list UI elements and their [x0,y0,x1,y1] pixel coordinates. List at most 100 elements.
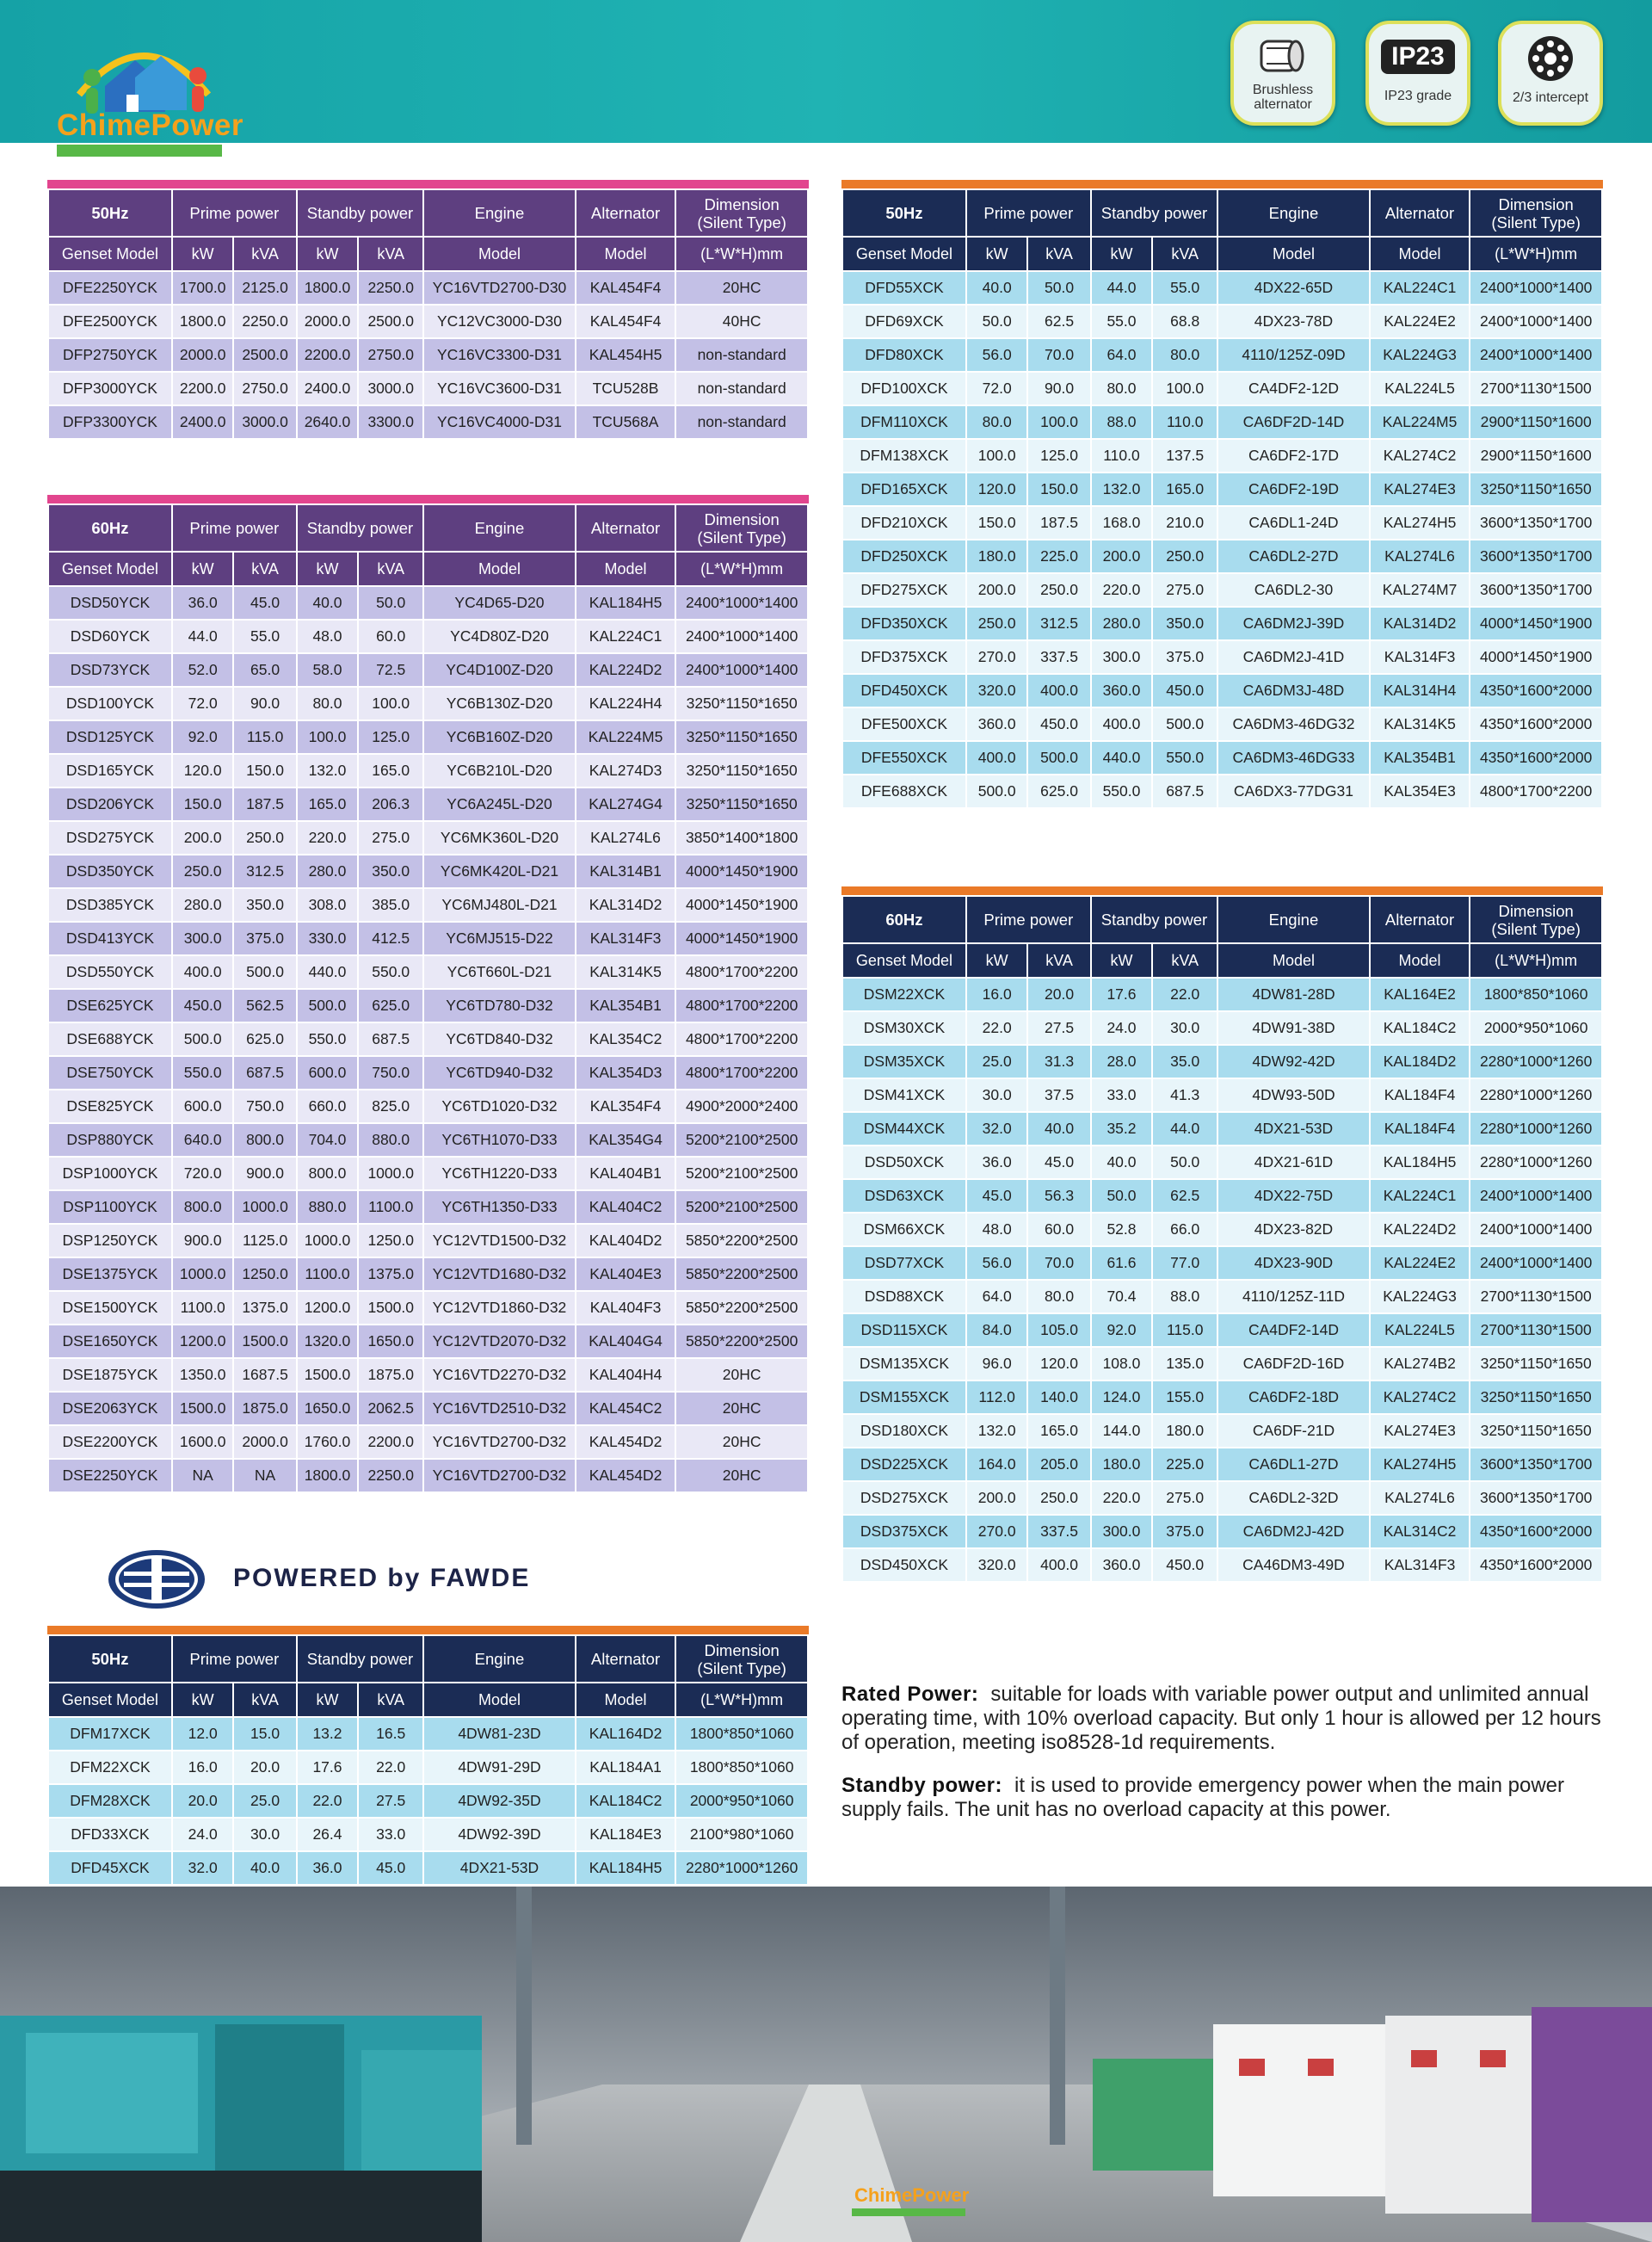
subheader: kW [295,236,360,272]
cell: 64.0 [1089,337,1154,373]
cell: KAL314F3 [574,921,677,956]
cell: YC16VTD2700-D30 [422,270,576,306]
cell: 1200.0 [295,1290,360,1325]
cell: 4110/125Z-09D [1217,337,1371,373]
subheader: kVA [357,1682,425,1718]
data-row: DFD69XCK 50.0 62.5 55.0 68.8 4DX23-78D KAL224E… [841,304,1603,339]
subheader: kVA [357,551,425,587]
cell: 280.0 [1089,606,1154,641]
cell: 16.0 [965,977,1029,1012]
cell: 2280*1000*1260 [1469,1145,1603,1180]
table: 50Hz Prime power Standby power Engine Altern… [841,188,1603,809]
cell: 4DX21-53D [1217,1111,1371,1146]
cell: 308.0 [295,887,360,923]
cell: KAL354B1 [1368,740,1471,775]
cell: 72.0 [965,371,1029,406]
cell: DFD100XCK [841,371,967,406]
cell: 375.0 [1151,1514,1219,1549]
data-row: DSD100YCK 72.0 90.0 80.0 100.0 YC6B130Z-D20 KA… [47,686,809,721]
cell: 1800*850*1060 [675,1750,809,1785]
subheader-row: Genset Model kW kVA kW kVA Model Model (L*W*H)m… [47,1682,809,1718]
cell: DSD550YCK [47,954,173,990]
cell: 3250*1150*1650 [1469,472,1603,507]
cell: YC6TH1350-D33 [422,1189,576,1225]
cell: DSD275XCK [841,1480,967,1516]
cell: 13.2 [295,1716,360,1751]
header-row: 60Hz Prime power Standby power Engine Altern… [841,895,1603,944]
dimension-header: Dimension (Silent Type) [1469,188,1603,238]
cell: 4800*1700*2200 [1469,774,1603,809]
cell: KAL184C2 [1368,1010,1471,1046]
data-row: DSD350YCK 250.0 312.5 280.0 350.0 YC6MK420L-D… [47,854,809,889]
cell: KAL314K5 [574,954,677,990]
cell: 58.0 [295,652,360,688]
cell: 400.0 [1026,1547,1092,1583]
subheader: kW [295,1682,360,1718]
cell: 900.0 [232,1156,298,1191]
cell: 5200*2100*2500 [675,1156,809,1191]
subheader: Genset Model [47,1682,173,1718]
dimension-line: Dimension [704,195,780,213]
cell: 2700*1130*1500 [1469,371,1603,406]
cell: 2640.0 [295,405,360,440]
data-row: DFD55XCK 40.0 50.0 44.0 55.0 4DX22-65D KAL224C… [841,270,1603,306]
cell: 3600*1350*1700 [1469,1480,1603,1516]
cell: DSD63XCK [841,1178,967,1214]
cell: 45.0 [1026,1145,1092,1180]
cell: 4DW91-38D [1217,1010,1371,1046]
subheader: Genset Model [841,236,967,272]
data-row: DFD450XCK 320.0 400.0 360.0 450.0 CA6DM3J-48D… [841,673,1603,708]
frequency: 50Hz [47,188,173,238]
cell: 20.0 [232,1750,298,1785]
cell: 100.0 [295,720,360,755]
cell: 1500.0 [170,1391,235,1426]
cell: 1200.0 [170,1324,235,1359]
cell: 1000.0 [295,1223,360,1258]
cell: 275.0 [1151,572,1219,608]
cell: YC16VC3300-D31 [422,337,576,373]
group-header: Prime power [170,1634,298,1683]
cell: 4800*1700*2200 [675,1055,809,1090]
cell: 2280*1000*1260 [1469,1111,1603,1146]
cell: CA4DF2-12D [1217,371,1371,406]
cell: DSD450XCK [841,1547,967,1583]
cell: 137.5 [1151,438,1219,473]
cell: 4110/125Z-11D [1217,1279,1371,1314]
cell: KAL224D2 [1368,1212,1471,1247]
cell: 687.5 [357,1022,425,1057]
cell: DFD210XCK [841,505,967,540]
cell: 5850*2200*2500 [675,1324,809,1359]
data-row: DSD50YCK 36.0 45.0 40.0 50.0 YC4D65-D20 KAL184… [47,585,809,621]
cell: KAL184H5 [574,585,677,621]
cell: KAL224G3 [1368,337,1471,373]
data-row: DFP3300YCK 2400.0 3000.0 2640.0 3300.0 YC16VC… [47,405,809,440]
cell: 36.0 [295,1850,360,1886]
cell: 120.0 [965,472,1029,507]
data-row: DFD165XCK 120.0 150.0 132.0 165.0 CA6DF2-19D K… [841,472,1603,507]
data-row: DSE1375YCK 1000.0 1250.0 1100.0 1375.0 YC12VT… [47,1257,809,1292]
brand-bar [57,145,222,157]
header-row: 50Hz Prime power Standby power Engine Altern… [841,188,1603,238]
subheader: kVA [232,236,298,272]
cell: TCU528B [574,371,677,406]
cell: KAL184F4 [1368,1078,1471,1113]
cell: 600.0 [295,1055,360,1090]
cell: 4DW93-50D [1217,1078,1371,1113]
table: 50Hz Prime power Standby power Engine Altern… [47,1634,809,1886]
dimension-line: Dimension [1498,901,1574,920]
cell: DFD69XCK [841,304,967,339]
cell: 385.0 [357,887,425,923]
cell: KAL164D2 [574,1716,677,1751]
cell: DFP3300YCK [47,405,173,440]
cell: 70.4 [1089,1279,1154,1314]
group-header: Engine [422,188,576,238]
intercept-icon [1528,36,1573,81]
cell: CA6DF2-18D [1217,1380,1371,1415]
spec-table: 50Hz Prime power Standby power Engine Altern… [841,180,1603,809]
data-row: DFD45XCK 32.0 40.0 36.0 45.0 4DX21-53D KAL184H… [47,1850,809,1886]
cell: CA6DX3-77DG31 [1217,774,1371,809]
cell: 20HC [675,270,809,306]
subheader: Model [422,236,576,272]
cell: 3250*1150*1650 [1469,1413,1603,1448]
cell: 500.0 [232,954,298,990]
